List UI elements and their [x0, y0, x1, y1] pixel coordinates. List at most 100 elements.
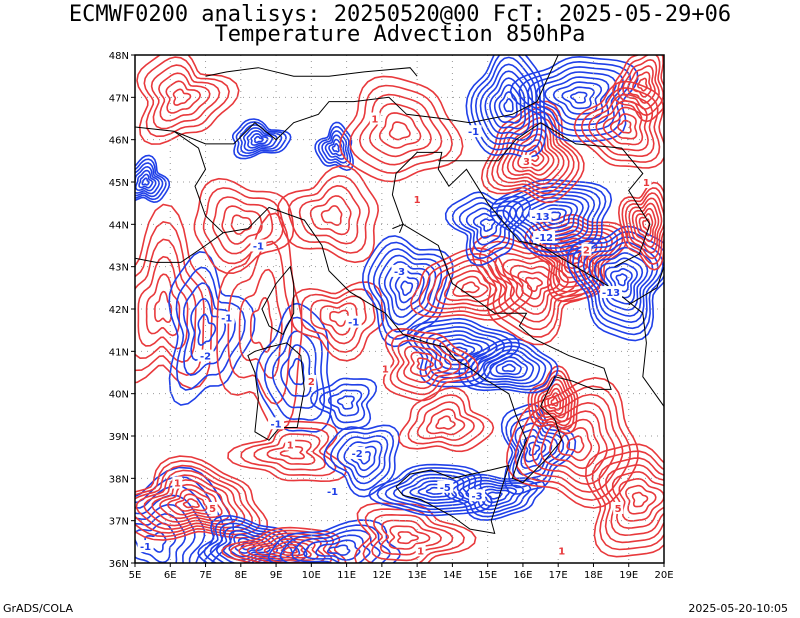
warm-contour: [524, 276, 543, 292]
contour-label-bg: [380, 362, 391, 375]
cold-contour: [328, 138, 343, 157]
warm-contour: [566, 435, 585, 454]
x-tick-label: 17E: [549, 570, 568, 581]
cold-contour: [400, 280, 414, 297]
contour-label: -2: [352, 449, 363, 460]
coastline-segment: [223, 151, 664, 484]
warm-contour: [523, 393, 624, 493]
contour-label: 1: [558, 546, 565, 557]
contour-label: 1: [174, 479, 181, 490]
cold-contour: [326, 544, 351, 556]
warm-contour: [397, 531, 419, 545]
cold-contour: [569, 91, 588, 104]
warm-contour: [193, 177, 295, 275]
warm-contour: [135, 464, 253, 534]
x-tick-label: 13E: [408, 570, 427, 581]
cold-contour: [138, 173, 154, 189]
contour-label-bg: [556, 544, 567, 557]
warm-contour: [407, 394, 485, 447]
warm-contour: [320, 205, 343, 227]
cold-contour: [368, 463, 493, 517]
contour-label-bg: [345, 315, 362, 328]
cold-contour: [444, 191, 532, 266]
x-tick-label: 6E: [164, 570, 177, 581]
x-tick-label: 12E: [372, 570, 391, 581]
warm-contour: [544, 229, 608, 284]
warm-contour: [358, 93, 443, 166]
contour-label: 1: [643, 178, 650, 189]
cold-contour: [472, 212, 503, 239]
contour-label-bg: [285, 438, 296, 451]
contour-labels: -1 -2 -1 -3 -1 -13 -12 -13 -5 -3 -1 -1 -1 -1 -2 1 5 1 2 1 1 5…: [137, 112, 652, 557]
warm-contour: [491, 111, 575, 195]
warm-contour: [418, 252, 524, 317]
warm-contour: [396, 339, 461, 390]
warm-contour: [517, 270, 552, 300]
warm-contour: [287, 174, 370, 254]
cold-contour: [384, 470, 479, 511]
cold-contour: [474, 56, 539, 147]
y-tick-label: 38N: [109, 474, 129, 485]
contour-label-bg: [465, 125, 482, 138]
warm-contour: [136, 55, 240, 145]
cold-contour: [470, 345, 547, 388]
warm-contour: [388, 525, 431, 550]
warm-contour: [416, 401, 475, 441]
warm-contour: [591, 450, 664, 551]
warm-contour: [514, 385, 632, 501]
y-tick-label: 36N: [109, 559, 129, 570]
coastline-segment: [441, 55, 559, 124]
cold-contour: [383, 261, 431, 318]
y-tick-label: 37N: [109, 517, 129, 528]
warm-contour: [598, 457, 664, 544]
warm-contour: [382, 327, 479, 402]
contour-label-bg: [137, 540, 154, 553]
cold-contour: [544, 76, 610, 121]
warm-contour: [158, 72, 211, 122]
cold-contour: [464, 341, 553, 391]
cold-contour: [336, 435, 389, 485]
cold-contour: [582, 241, 659, 324]
warm-contour: [617, 181, 664, 271]
latitude-axis: 36N 37N 38N 39N 40N 41N 42N 43N 44N 45N 46N 47N 48N: [109, 51, 135, 570]
cold-contour: [279, 524, 391, 563]
warm-contour: [471, 234, 604, 346]
warm-contour: [368, 102, 432, 158]
cold-contour: [599, 257, 644, 305]
cold-contour: [470, 55, 543, 153]
coastline-segment: [395, 464, 510, 535]
cold-contour: [250, 132, 269, 146]
cold-contour: [291, 529, 381, 563]
cold-contour: [255, 302, 332, 433]
cold-contour: [515, 193, 590, 241]
cold-contour: [323, 424, 401, 498]
contour-label: 1: [382, 364, 389, 375]
contour-label: 2: [583, 246, 590, 257]
x-tick-label: 18E: [584, 570, 603, 581]
y-tick-label: 43N: [109, 263, 129, 274]
warm-contour: [618, 477, 664, 522]
coastline-segment: [173, 96, 442, 145]
timestamp: 2025-05-20-10:05: [688, 602, 788, 615]
cold-contour: [501, 363, 516, 373]
warm-contour: [559, 241, 593, 270]
cold-contour: [343, 440, 383, 478]
contour-field: [135, 55, 664, 563]
cold-contour: [135, 169, 157, 192]
cold-contour: [528, 200, 579, 233]
warm-contour: [172, 88, 192, 106]
cold-contour: [425, 330, 498, 375]
map-subtitle: Temperature Advection 850hPa: [214, 22, 586, 47]
cold-contour: [483, 352, 535, 382]
contour-label: -1: [348, 318, 359, 329]
y-tick-label: 40N: [109, 390, 129, 401]
contour-label: 5: [615, 504, 622, 515]
cold-contour: [495, 360, 522, 376]
coastlines: [135, 55, 664, 535]
x-tick-label: 5E: [129, 570, 142, 581]
contour-label: -12: [535, 233, 553, 244]
warm-contour: [150, 64, 221, 130]
warm-contour: [557, 426, 593, 462]
cold-contour: [528, 441, 541, 457]
warm-contour: [486, 246, 587, 331]
